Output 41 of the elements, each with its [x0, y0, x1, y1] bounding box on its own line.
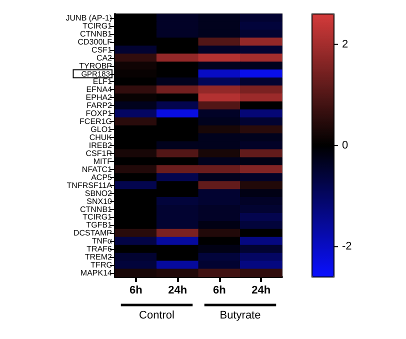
y-tick-label: TGFB1	[86, 220, 113, 230]
y-tick-label: CTNNB1	[80, 204, 113, 214]
y-tick-label: FCER1G	[80, 117, 112, 126]
y-tick-label: TRAF6	[86, 244, 113, 254]
y-tick-label: MITF	[93, 156, 112, 166]
y-tick-label: NFATC1	[82, 164, 113, 174]
y-tick-label: GLO1	[90, 125, 113, 134]
x-tick-label: 6h	[212, 284, 226, 296]
y-tick-label: MAPK14	[80, 268, 113, 278]
x-tick-label: 24h	[168, 284, 188, 296]
color-bar-label: 2	[342, 38, 348, 50]
y-tick-label: CD300LF	[78, 37, 112, 46]
y-tick-label: TCIRG1	[82, 212, 113, 222]
color-bar-label: -2	[342, 240, 352, 253]
y-tick-label: TNFRSF11A	[66, 180, 113, 190]
y-tick-label: CSF1	[92, 45, 113, 54]
y-tick-label: TCIRG1	[82, 21, 113, 30]
y-tick-label: DCSTAMP	[73, 228, 112, 238]
y-tick-label: SNX10	[86, 196, 113, 206]
y-tick-label: TYROBP	[79, 61, 112, 70]
y-tick-label: EFNA4	[86, 85, 113, 94]
y-tick-label: SBNO2	[84, 188, 113, 198]
y-tick-label: CA2	[96, 53, 113, 62]
y-tick-label: TREM2	[84, 252, 113, 262]
y-tick-label: ACP5	[91, 172, 113, 182]
y-tick-label: EPHA2	[86, 93, 113, 102]
text: Butyrate	[220, 310, 261, 322]
text: Control	[139, 310, 174, 322]
y-tick-label: CTNNB1	[80, 29, 113, 38]
y-tick-label: IREB2	[88, 141, 113, 150]
y-tick-label: ELF1	[92, 77, 113, 86]
y-tick-label: TFRC	[90, 260, 112, 270]
x-tick-label: 24h	[252, 284, 271, 296]
y-tick-label: CSF1R	[86, 148, 112, 158]
y-tick-label: JUNB (AP-1)	[66, 13, 112, 22]
color-bar-label: 0	[342, 140, 348, 152]
y-tick-label: CHUK	[89, 133, 113, 142]
y-tick-label: FARP2	[86, 101, 113, 110]
y-tick-label: FOXP1	[86, 109, 113, 118]
y-tick-label: TNFα	[92, 236, 112, 246]
x-tick-label: 6h	[129, 284, 143, 296]
